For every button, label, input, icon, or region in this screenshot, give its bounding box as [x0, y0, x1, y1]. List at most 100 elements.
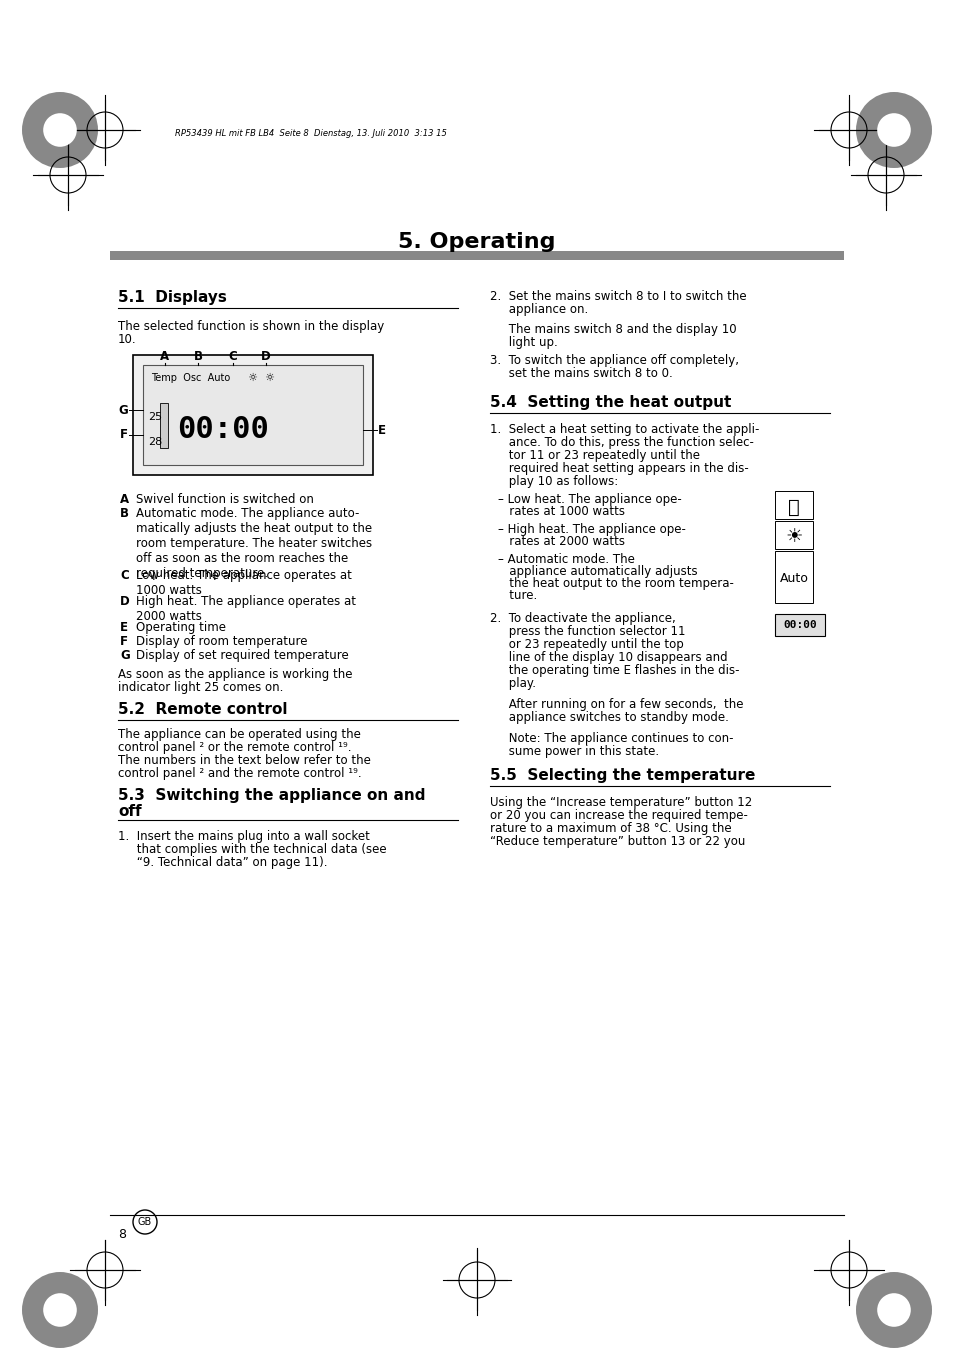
Text: rature to a maximum of 38 °C. Using the: rature to a maximum of 38 °C. Using the — [490, 821, 731, 835]
Circle shape — [855, 92, 931, 168]
Text: B: B — [193, 350, 202, 363]
Text: Display of room temperature: Display of room temperature — [136, 635, 307, 648]
Text: C: C — [120, 569, 129, 582]
Text: ture.: ture. — [497, 589, 537, 603]
Text: F: F — [120, 635, 128, 648]
Text: required heat setting appears in the dis-: required heat setting appears in the dis… — [490, 462, 748, 476]
Bar — [143, 365, 363, 465]
Circle shape — [22, 92, 98, 168]
Bar — [110, 251, 843, 259]
Text: line of the display 10 disappears and: line of the display 10 disappears and — [490, 651, 727, 663]
Text: indicator light 25 comes on.: indicator light 25 comes on. — [118, 681, 283, 694]
Text: Low heat. The appliance operates at
1000 watts: Low heat. The appliance operates at 1000… — [136, 569, 352, 597]
Bar — [774, 551, 812, 603]
Text: A: A — [160, 350, 170, 363]
Text: After running on for a few seconds,  the: After running on for a few seconds, the — [490, 698, 742, 711]
Text: – High heat. The appliance ope-: – High heat. The appliance ope- — [497, 523, 685, 536]
Text: or 23 repeatedly until the top: or 23 repeatedly until the top — [490, 638, 683, 651]
Text: E: E — [120, 621, 128, 634]
Text: sume power in this state.: sume power in this state. — [490, 744, 659, 758]
Text: that complies with the technical data (see: that complies with the technical data (s… — [118, 843, 386, 857]
Text: play.: play. — [490, 677, 536, 690]
Text: the heat output to the room tempera-: the heat output to the room tempera- — [497, 577, 733, 590]
Text: D: D — [261, 350, 271, 363]
Text: 2.  To deactivate the appliance,: 2. To deactivate the appliance, — [490, 612, 675, 626]
Text: play 10 as follows:: play 10 as follows: — [490, 476, 618, 488]
Text: tor 11 or 23 repeatedly until the: tor 11 or 23 repeatedly until the — [490, 449, 700, 462]
Text: appliance switches to standby mode.: appliance switches to standby mode. — [490, 711, 728, 724]
Text: control panel ² or the remote control ¹⁹.: control panel ² or the remote control ¹⁹… — [118, 740, 351, 754]
Text: RP53439 HL mit FB LB4  Seite 8  Dienstag, 13. Juli 2010  3:13 15: RP53439 HL mit FB LB4 Seite 8 Dienstag, … — [174, 128, 446, 138]
Text: The selected function is shown in the display: The selected function is shown in the di… — [118, 320, 384, 332]
Text: Auto: Auto — [779, 573, 807, 585]
Bar — [774, 521, 812, 549]
Text: Note: The appliance continues to con-: Note: The appliance continues to con- — [490, 732, 733, 744]
Text: – Automatic mode. The: – Automatic mode. The — [497, 553, 634, 566]
Text: appliance automatically adjusts: appliance automatically adjusts — [497, 565, 697, 578]
Text: off: off — [118, 804, 141, 819]
Text: G: G — [118, 404, 128, 416]
Text: 5.5  Selecting the temperature: 5.5 Selecting the temperature — [490, 767, 755, 784]
Text: light up.: light up. — [490, 336, 558, 349]
Text: set the mains switch 8 to 0.: set the mains switch 8 to 0. — [490, 367, 672, 380]
Text: Display of set required temperature: Display of set required temperature — [136, 648, 349, 662]
Circle shape — [43, 113, 77, 147]
Text: “Reduce temperature” button 13 or 22 you: “Reduce temperature” button 13 or 22 you — [490, 835, 744, 848]
Text: A: A — [120, 493, 129, 507]
Circle shape — [876, 1293, 910, 1327]
Text: E: E — [377, 423, 386, 436]
Bar — [160, 403, 168, 449]
Text: control panel ² and the remote control ¹⁹.: control panel ² and the remote control ¹… — [118, 767, 361, 780]
Text: The numbers in the text below refer to the: The numbers in the text below refer to t… — [118, 754, 371, 767]
Text: ance. To do this, press the function selec-: ance. To do this, press the function sel… — [490, 436, 753, 449]
Circle shape — [855, 1273, 931, 1348]
Text: appliance on.: appliance on. — [490, 303, 588, 316]
Text: rates at 1000 watts: rates at 1000 watts — [497, 505, 624, 517]
Text: D: D — [120, 594, 130, 608]
Text: – Low heat. The appliance ope-: – Low heat. The appliance ope- — [497, 493, 681, 507]
Text: 5.2  Remote control: 5.2 Remote control — [118, 703, 287, 717]
Text: C: C — [229, 350, 237, 363]
Text: 8: 8 — [118, 1228, 126, 1242]
Text: 1.  Select a heat setting to activate the appli-: 1. Select a heat setting to activate the… — [490, 423, 759, 436]
Text: 3.  To switch the appliance off completely,: 3. To switch the appliance off completel… — [490, 354, 739, 367]
Text: 00:00: 00:00 — [782, 620, 816, 630]
Text: As soon as the appliance is working the: As soon as the appliance is working the — [118, 667, 352, 681]
Text: ☼  ☼: ☼ ☼ — [248, 373, 274, 382]
Text: GB: GB — [138, 1217, 152, 1227]
Text: “9. Technical data” on page 11).: “9. Technical data” on page 11). — [118, 857, 327, 869]
Text: 5.3  Switching the appliance on and: 5.3 Switching the appliance on and — [118, 788, 425, 802]
Text: press the function selector 11: press the function selector 11 — [490, 626, 685, 638]
Text: 5.1  Displays: 5.1 Displays — [118, 290, 227, 305]
Text: ☀: ☀ — [784, 527, 801, 547]
Text: 1.  Insert the mains plug into a wall socket: 1. Insert the mains plug into a wall soc… — [118, 830, 370, 843]
Text: 00:00: 00:00 — [177, 416, 269, 444]
Circle shape — [43, 1293, 77, 1327]
Text: Temp  Osc  Auto: Temp Osc Auto — [151, 373, 230, 382]
Bar — [774, 490, 812, 519]
Text: 5.4  Setting the heat output: 5.4 Setting the heat output — [490, 394, 731, 409]
Text: 10.: 10. — [118, 332, 136, 346]
Text: or 20 you can increase the required tempe-: or 20 you can increase the required temp… — [490, 809, 747, 821]
Text: Automatic mode. The appliance auto-
matically adjusts the heat output to the
roo: Automatic mode. The appliance auto- mati… — [136, 507, 372, 580]
Circle shape — [22, 1273, 98, 1348]
Text: Operating time: Operating time — [136, 621, 226, 634]
Text: 2.  Set the mains switch 8 to I to switch the: 2. Set the mains switch 8 to I to switch… — [490, 290, 746, 303]
Text: the operating time E flashes in the dis-: the operating time E flashes in the dis- — [490, 663, 739, 677]
Text: G: G — [120, 648, 130, 662]
Text: 5. Operating: 5. Operating — [397, 232, 556, 253]
Bar — [132, 355, 373, 476]
Text: High heat. The appliance operates at
2000 watts: High heat. The appliance operates at 200… — [136, 594, 355, 623]
Text: rates at 2000 watts: rates at 2000 watts — [497, 535, 624, 549]
Text: 28: 28 — [148, 436, 162, 447]
Text: The mains switch 8 and the display 10: The mains switch 8 and the display 10 — [490, 323, 736, 336]
Text: 25: 25 — [148, 412, 162, 422]
Bar — [774, 613, 824, 636]
Text: B: B — [120, 507, 129, 520]
Text: F: F — [120, 428, 128, 442]
Circle shape — [876, 113, 910, 147]
Text: The appliance can be operated using the: The appliance can be operated using the — [118, 728, 360, 740]
Text: Using the “Increase temperature” button 12: Using the “Increase temperature” button … — [490, 796, 752, 809]
Text: 🌤: 🌤 — [787, 497, 799, 516]
Text: Swivel function is switched on: Swivel function is switched on — [136, 493, 314, 507]
